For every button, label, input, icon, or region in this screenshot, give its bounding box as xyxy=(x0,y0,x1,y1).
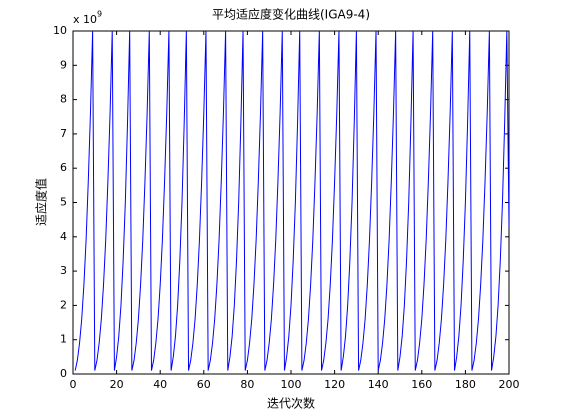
y-tick-label: 0 xyxy=(60,367,67,380)
y-multiplier: x 10 xyxy=(73,13,97,26)
x-tick-label: 160 xyxy=(411,378,432,391)
y-tick-label: 5 xyxy=(60,196,67,209)
y-tick-label: 4 xyxy=(60,230,67,243)
y-tick-label: 1 xyxy=(60,333,67,346)
y-tick-label: 9 xyxy=(60,58,67,71)
data-line xyxy=(74,31,509,371)
x-axis-label: 迭代次数 xyxy=(267,396,315,411)
y-tick-label: 8 xyxy=(60,93,67,106)
y-tick-label: 3 xyxy=(60,264,67,277)
x-tick-label: 200 xyxy=(499,378,520,391)
y-tick-label: 10 xyxy=(53,24,67,37)
y-exponent: 9 xyxy=(97,10,102,19)
x-tick-label: 60 xyxy=(197,378,211,391)
chart-title: 平均适应度变化曲线(IGA9-4) xyxy=(212,7,370,22)
y-tick-label: 2 xyxy=(60,298,67,311)
y-tick-label: 7 xyxy=(60,127,67,140)
x-tick-label: 20 xyxy=(110,378,124,391)
y-axis-label: 适应度值 xyxy=(34,178,49,226)
x-tick-label: 140 xyxy=(368,378,389,391)
x-tick-label: 180 xyxy=(455,378,476,391)
plot-area xyxy=(72,30,510,375)
x-tick-label: 80 xyxy=(240,378,254,391)
x-tick-label: 0 xyxy=(70,378,77,391)
x-tick-label: 100 xyxy=(281,378,302,391)
y-tick-label: 6 xyxy=(60,161,67,174)
x-tick-label: 120 xyxy=(324,378,345,391)
x-tick-label: 40 xyxy=(153,378,167,391)
